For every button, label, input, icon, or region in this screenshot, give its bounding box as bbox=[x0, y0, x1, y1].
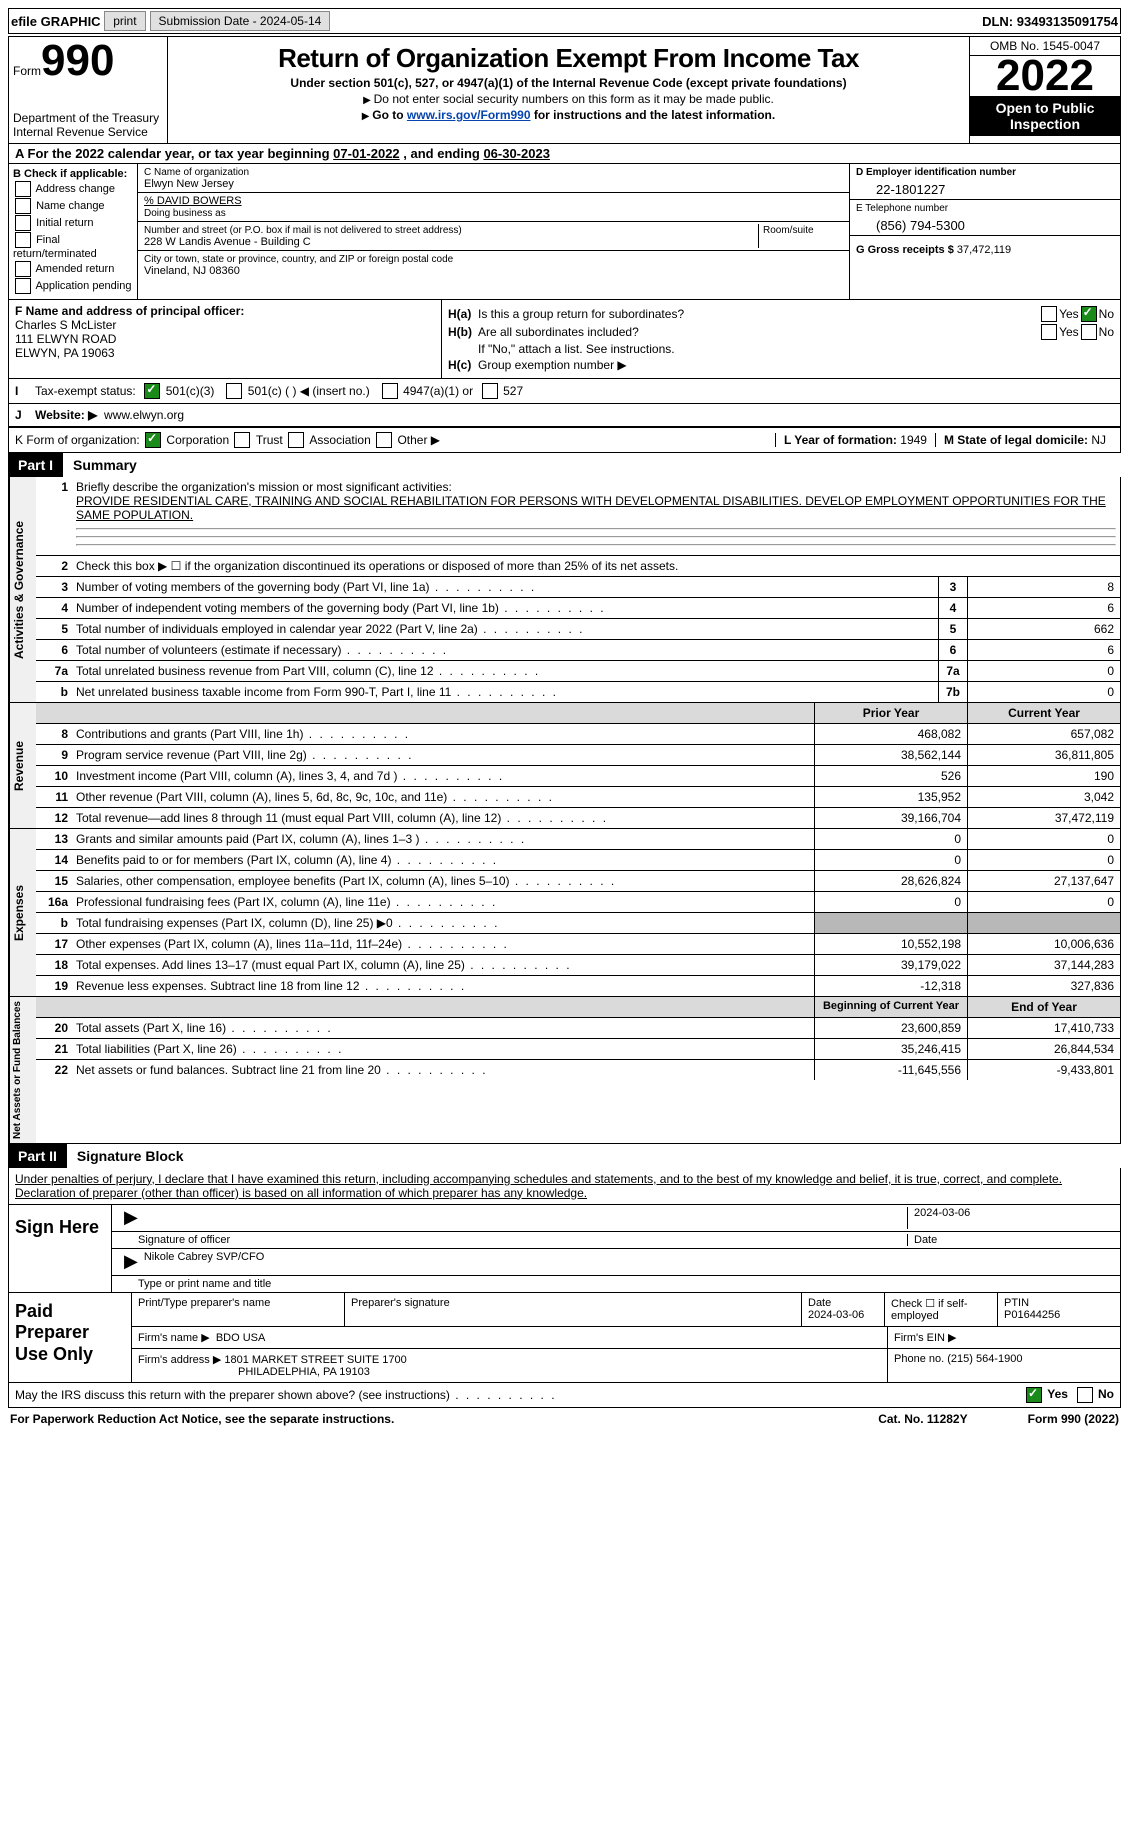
vlabel-activities: Activities & Governance bbox=[9, 477, 36, 702]
section-f: F Name and address of principal officer:… bbox=[9, 300, 442, 378]
part-i-bar: Part ISummary bbox=[8, 453, 1121, 477]
section-h: H(a)Is this a group return for subordina… bbox=[442, 300, 1120, 378]
page-footer: For Paperwork Reduction Act Notice, see … bbox=[8, 1408, 1121, 1430]
vlabel-expenses: Expenses bbox=[9, 829, 36, 996]
print-button[interactable]: print bbox=[104, 11, 145, 31]
efile-label: efile GRAPHIC bbox=[11, 14, 101, 29]
paid-preparer: Paid Preparer Use Only Print/Type prepar… bbox=[8, 1293, 1121, 1383]
row-j: JWebsite: ▶ www.elwyn.org bbox=[9, 404, 1120, 427]
form-title: Return of Organization Exempt From Incom… bbox=[172, 43, 965, 74]
dln: DLN: 93493135091754 bbox=[982, 14, 1118, 29]
signature-block: Under penalties of perjury, I declare th… bbox=[8, 1168, 1121, 1293]
vlabel-netassets: Net Assets or Fund Balances bbox=[9, 997, 36, 1143]
row-i: ITax-exempt status: 501(c)(3) 501(c) ( )… bbox=[9, 379, 1120, 404]
may-discuss-row: May the IRS discuss this return with the… bbox=[8, 1383, 1121, 1408]
year-cell: OMB No. 1545-0047 2022 Open to PublicIns… bbox=[969, 37, 1120, 143]
form-id-cell: Form990 Department of the Treasury Inter… bbox=[9, 37, 168, 143]
form-title-cell: Return of Organization Exempt From Incom… bbox=[168, 37, 969, 143]
row-klm: K Form of organization: Corporation Trus… bbox=[9, 427, 1120, 452]
vlabel-revenue: Revenue bbox=[9, 703, 36, 828]
form-header: Form990 Department of the Treasury Inter… bbox=[8, 36, 1121, 453]
summary-grid: Activities & Governance 1Briefly describ… bbox=[8, 477, 1121, 703]
irs-link[interactable]: www.irs.gov/Form990 bbox=[407, 108, 531, 122]
submission-date-button[interactable]: Submission Date - 2024-05-14 bbox=[150, 11, 331, 31]
part-ii-bar: Part IISignature Block bbox=[8, 1144, 1121, 1168]
section-b: B Check if applicable: Address change Na… bbox=[9, 164, 138, 299]
row-a: A For the 2022 calendar year, or tax yea… bbox=[9, 144, 1120, 164]
section-deg: D Employer identification number22-18012… bbox=[849, 164, 1120, 299]
top-toolbar: efile GRAPHIC print Submission Date - 20… bbox=[8, 8, 1121, 34]
section-c: C Name of organizationElwyn New Jersey %… bbox=[138, 164, 849, 299]
